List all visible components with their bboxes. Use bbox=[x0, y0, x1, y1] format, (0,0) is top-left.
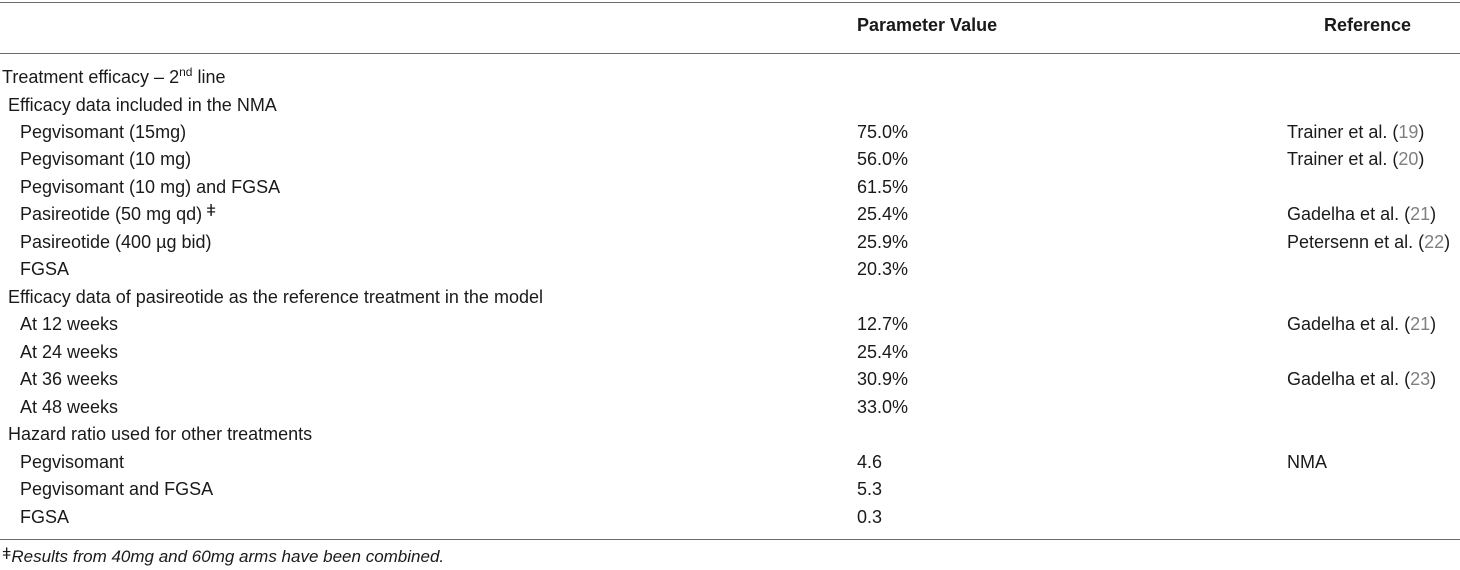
row-label: FGSA bbox=[20, 259, 70, 279]
table-row: At 36 weeks 30.9% Gadelha et al. (23) bbox=[0, 368, 1460, 396]
column-header-reference: Reference bbox=[1324, 15, 1412, 35]
row-value: 20.3% bbox=[857, 259, 909, 279]
reference-number-link[interactable]: 22 bbox=[1424, 232, 1445, 252]
reference-number-link[interactable]: 19 bbox=[1398, 122, 1419, 142]
footnote-mark: ǂ bbox=[2, 546, 12, 563]
section-heading-row: Treatment efficacy – 2nd line bbox=[0, 66, 1460, 94]
table-row: FGSA 0.3 bbox=[0, 506, 1460, 534]
reference-text: Gadelha et al. ( bbox=[1287, 204, 1411, 224]
table-row: Pegvisomant (10 mg) and FGSA 61.5% bbox=[0, 176, 1460, 204]
row-value: 25.4% bbox=[857, 342, 909, 362]
reference-text: Trainer et al. ( bbox=[1287, 149, 1399, 169]
row-label: Pegvisomant (10 mg) bbox=[20, 149, 192, 169]
reference-text: Gadelha et al. ( bbox=[1287, 369, 1411, 389]
reference-close: ) bbox=[1430, 314, 1437, 334]
table-row: Efficacy data of pasireotide as the refe… bbox=[0, 286, 1460, 314]
row-value: 25.9% bbox=[857, 232, 909, 252]
row-reference: Trainer et al. (20) bbox=[1287, 148, 1424, 170]
section-heading: Treatment efficacy – 2nd line bbox=[2, 66, 225, 88]
column-header-parameter-value: Parameter Value bbox=[857, 15, 998, 35]
reference-number-link[interactable]: 20 bbox=[1398, 149, 1419, 169]
row-reference: Trainer et al. (19) bbox=[1287, 121, 1424, 143]
table-row: Pegvisomant and FGSA 5.3 bbox=[0, 478, 1460, 506]
row-label: Pegvisomant (10 mg) and FGSA bbox=[20, 177, 281, 197]
table-row: At 48 weeks 33.0% bbox=[0, 396, 1460, 424]
row-label: At 36 weeks bbox=[20, 369, 119, 389]
table-row: Pegvisomant (10 mg) 56.0% Trainer et al.… bbox=[0, 148, 1460, 176]
table-row: Hazard ratio used for other treatments bbox=[0, 423, 1460, 451]
row-value: 0.3 bbox=[857, 507, 883, 527]
row-label: Pegvisomant bbox=[20, 452, 125, 472]
row-value: 30.9% bbox=[857, 369, 909, 389]
row-value: 12.7% bbox=[857, 314, 909, 334]
table-row: At 24 weeks 25.4% bbox=[0, 341, 1460, 369]
reference-close: ) bbox=[1418, 122, 1425, 142]
row-label: Pegvisomant and FGSA bbox=[20, 479, 214, 499]
table-row: Efficacy data included in the NMA bbox=[0, 94, 1460, 122]
header-rule bbox=[0, 53, 1460, 54]
section-heading-text: Treatment efficacy – 2 bbox=[2, 67, 180, 87]
row-label: FGSA bbox=[20, 507, 70, 527]
reference-number-link[interactable]: 21 bbox=[1410, 204, 1431, 224]
row-value: 75.0% bbox=[857, 122, 909, 142]
row-value: 4.6 bbox=[857, 452, 883, 472]
row-value: 25.4% bbox=[857, 204, 909, 224]
row-reference: NMA bbox=[1287, 452, 1327, 472]
reference-number-link[interactable]: 23 bbox=[1410, 369, 1431, 389]
table-row: Pegvisomant (15mg) 75.0% Trainer et al. … bbox=[0, 121, 1460, 149]
row-label: Pasireotide (50 mg qd) ǂ bbox=[20, 201, 217, 225]
table-row: FGSA 20.3% bbox=[0, 258, 1460, 286]
row-label: At 24 weeks bbox=[20, 342, 119, 362]
row-label: Pasireotide (400 µg bid) bbox=[20, 232, 212, 252]
row-label: At 12 weeks bbox=[20, 314, 119, 334]
table-footnote: ǂResults from 40mg and 60mg arms have be… bbox=[2, 546, 444, 567]
row-value: 61.5% bbox=[857, 177, 909, 197]
row-reference: Gadelha et al. (21) bbox=[1287, 203, 1436, 225]
reference-close: ) bbox=[1444, 232, 1451, 252]
table-row: Pasireotide (50 mg qd) ǂ 25.4% Gadelha et… bbox=[0, 201, 1460, 231]
table-bottom-rule bbox=[0, 539, 1460, 540]
row-value: 33.0% bbox=[857, 397, 909, 417]
reference-number-link[interactable]: 21 bbox=[1410, 314, 1431, 334]
row-value: 5.3 bbox=[857, 479, 883, 499]
section-heading-tail: line bbox=[192, 67, 226, 87]
row-label: Pegvisomant (15mg) bbox=[20, 122, 187, 142]
reference-text: Trainer et al. ( bbox=[1287, 122, 1399, 142]
table-row: Pegvisomant 4.6 NMA bbox=[0, 451, 1460, 479]
reference-close: ) bbox=[1430, 204, 1437, 224]
table-row: Pasireotide (400 µg bid) 25.9% Petersenn… bbox=[0, 231, 1460, 259]
subgroup-heading: Hazard ratio used for other treatments bbox=[8, 424, 313, 444]
subgroup-heading: Efficacy data of pasireotide as the refe… bbox=[8, 287, 543, 307]
table-top-rule bbox=[0, 2, 1460, 3]
row-label-text: Pasireotide (50 mg qd) bbox=[20, 204, 203, 224]
section-heading-sup: nd bbox=[179, 65, 193, 79]
row-value: 56.0% bbox=[857, 149, 909, 169]
subgroup-heading: Efficacy data included in the NMA bbox=[8, 95, 277, 115]
row-reference: Petersenn et al. (22) bbox=[1287, 231, 1450, 253]
reference-text: Petersenn et al. ( bbox=[1287, 232, 1425, 252]
row-reference: Gadelha et al. (21) bbox=[1287, 313, 1436, 335]
reference-close: ) bbox=[1418, 149, 1425, 169]
footnote-marker: ǂ bbox=[206, 201, 217, 220]
footnote-text: Results from 40mg and 60mg arms have bee… bbox=[11, 547, 445, 566]
reference-close: ) bbox=[1430, 369, 1437, 389]
reference-text: Gadelha et al. ( bbox=[1287, 314, 1411, 334]
row-label: At 48 weeks bbox=[20, 397, 119, 417]
table-row: At 12 weeks 12.7% Gadelha et al. (21) bbox=[0, 313, 1460, 341]
row-reference: Gadelha et al. (23) bbox=[1287, 368, 1436, 390]
